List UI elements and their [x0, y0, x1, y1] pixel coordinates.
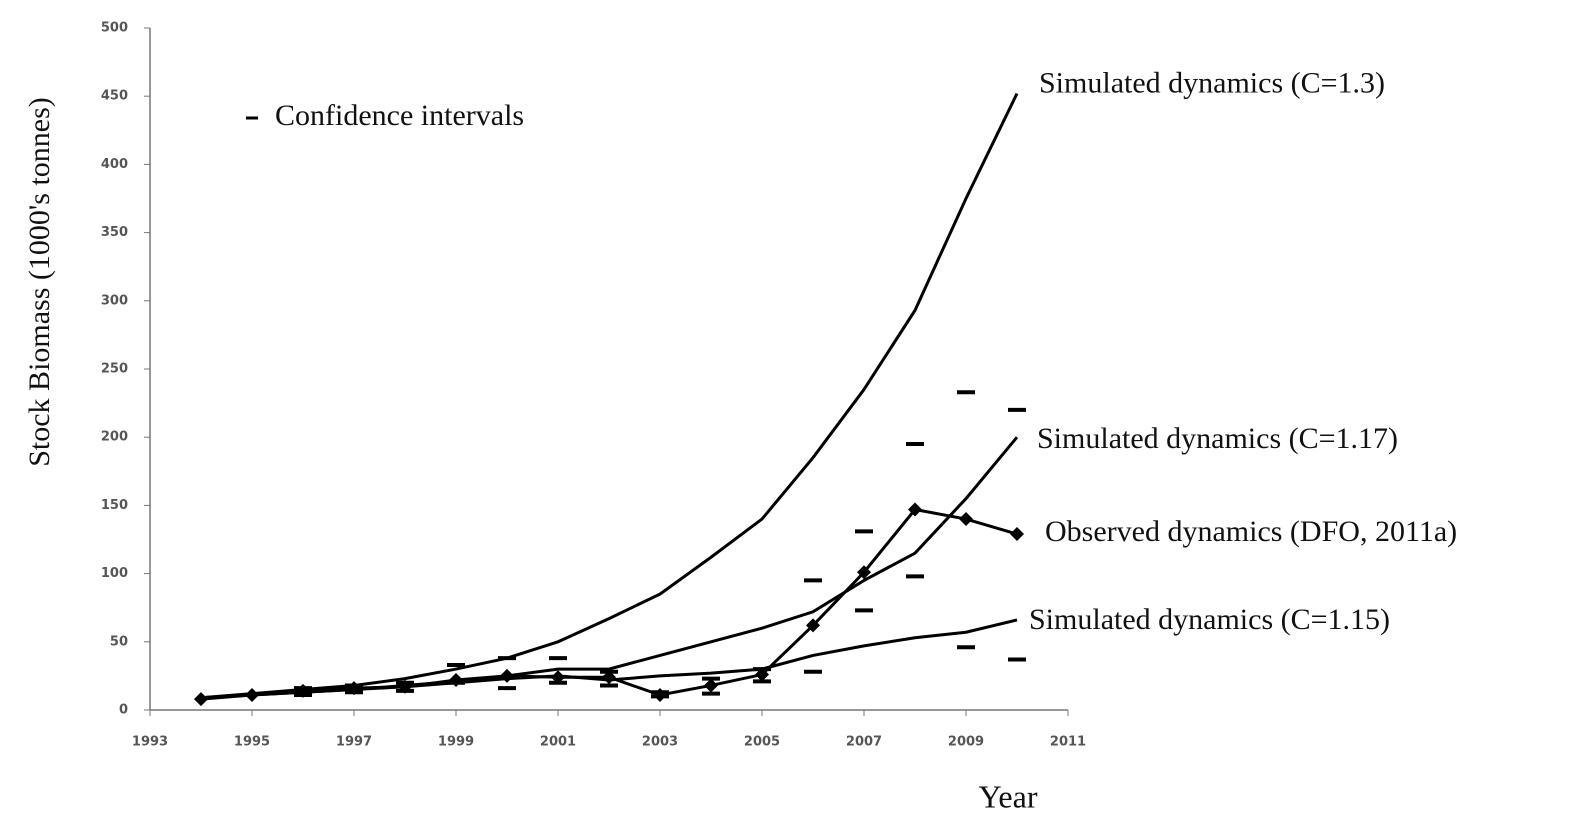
x-tick-label: 1993 — [132, 735, 168, 750]
y-tick-label: 200 — [101, 430, 128, 445]
x-tick-label: 2001 — [540, 735, 576, 750]
x-tick-label: 1999 — [438, 735, 474, 750]
series-label: Simulated dynamics (C=1.3) — [1039, 66, 1385, 99]
data-point — [806, 618, 820, 633]
x-tick-label: 2007 — [846, 735, 882, 750]
y-tick-label: 300 — [101, 293, 128, 308]
y-tick-label: 150 — [101, 498, 128, 513]
data-point — [704, 678, 718, 693]
series-line — [200, 92, 1019, 700]
y-tick-label: 250 — [101, 362, 128, 377]
y-tick-label: 0 — [119, 703, 128, 718]
series-line — [200, 436, 1019, 700]
data-point — [449, 672, 463, 687]
series-line — [200, 618, 1018, 700]
data-point — [908, 502, 922, 517]
y-axis-title: Stock Biomass (1000's tonnes) — [23, 97, 56, 467]
series-label: Simulated dynamics (C=1.17) — [1037, 422, 1398, 455]
y-tick-label: 450 — [101, 89, 128, 104]
x-axis-title: Year — [979, 778, 1038, 814]
y-tick-label: 350 — [101, 225, 128, 240]
x-tick-label: 2009 — [948, 735, 984, 750]
data-point — [500, 668, 514, 683]
y-tick-label: 400 — [101, 157, 128, 172]
series-label: Observed dynamics (DFO, 2011a) — [1045, 515, 1457, 548]
y-tick-label: 50 — [110, 634, 128, 649]
x-tick-label: 2003 — [642, 735, 678, 750]
data-point — [1010, 527, 1024, 542]
data-point — [194, 692, 208, 707]
series-label: Simulated dynamics (C=1.15) — [1029, 603, 1390, 636]
legend-label: Confidence intervals — [275, 99, 524, 132]
x-tick-label: 2005 — [744, 735, 780, 750]
y-tick-label: 500 — [101, 21, 128, 36]
data-point — [959, 512, 973, 527]
x-tick-label: 2011 — [1050, 735, 1086, 750]
x-tick-label: 1995 — [234, 735, 270, 750]
y-tick-label: 100 — [101, 566, 128, 581]
data-point — [857, 565, 871, 580]
x-tick-label: 1997 — [336, 735, 372, 750]
